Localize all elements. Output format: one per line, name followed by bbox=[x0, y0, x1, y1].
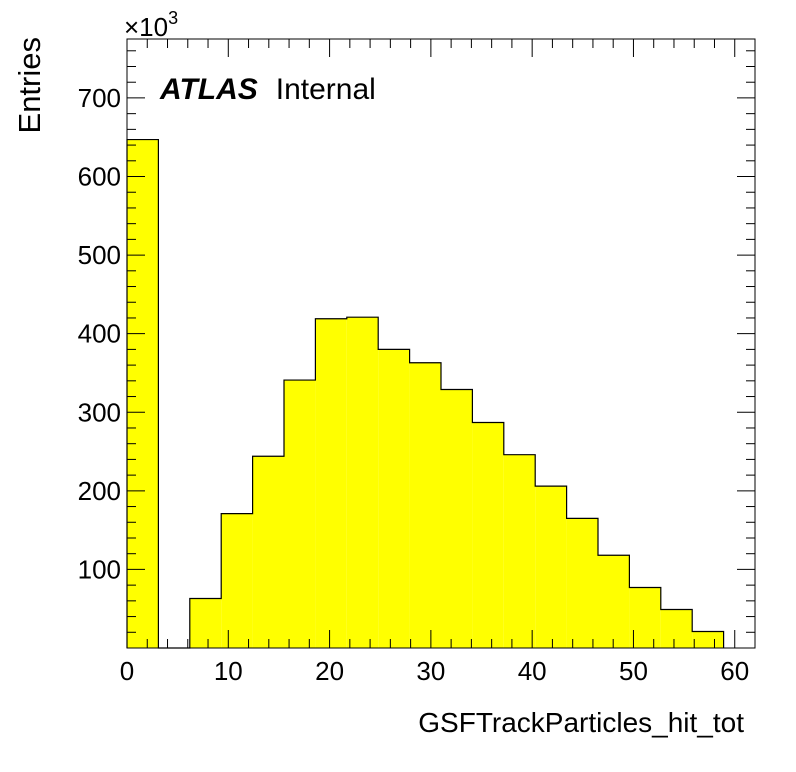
histogram-bar bbox=[503, 454, 536, 648]
histogram-bar bbox=[566, 518, 598, 648]
histogram-bar bbox=[127, 139, 159, 648]
histogram-bar bbox=[346, 317, 379, 648]
histogram-bar bbox=[692, 631, 724, 648]
histogram-bar bbox=[441, 389, 473, 648]
x-tick-label: 40 bbox=[518, 656, 547, 686]
y-multiplier-base: ×10 bbox=[124, 12, 168, 42]
y-axis-multiplier: ×103 bbox=[124, 8, 178, 42]
atlas-label-bold: ATLAS bbox=[159, 73, 258, 106]
x-tick-label: 50 bbox=[619, 656, 648, 686]
histogram-bar bbox=[378, 349, 410, 648]
x-axis-label: GSFTrackParticles_hit_tot bbox=[418, 707, 744, 738]
y-tick-label: 700 bbox=[78, 83, 121, 113]
x-tick-label: 10 bbox=[214, 656, 243, 686]
x-tick-label: 30 bbox=[416, 656, 445, 686]
histogram-bar bbox=[535, 486, 567, 648]
y-multiplier-exponent: 3 bbox=[168, 8, 178, 28]
atlas-label: ATLAS Internal bbox=[159, 73, 376, 106]
x-tick-label: 20 bbox=[315, 656, 344, 686]
histogram-bar bbox=[629, 587, 661, 648]
histogram-bar bbox=[598, 555, 630, 648]
y-tick-label: 400 bbox=[78, 319, 121, 349]
atlas-label-internal: Internal bbox=[276, 73, 376, 106]
histogram-bars bbox=[126, 138, 725, 649]
histogram-bar bbox=[315, 318, 347, 648]
axis-tick-labels: 0 10 20 30 40 50 60 100 200 300 400 500 600 700 bbox=[78, 83, 750, 686]
y-axis-label: Entries bbox=[12, 37, 47, 133]
histogram-bar bbox=[409, 362, 441, 648]
y-tick-label: 100 bbox=[78, 554, 121, 584]
y-tick-label: 500 bbox=[78, 240, 121, 270]
x-tick-label: 0 bbox=[120, 656, 134, 686]
histogram-bar bbox=[284, 380, 316, 648]
y-tick-label: 200 bbox=[78, 476, 121, 506]
y-tick-label: 300 bbox=[78, 397, 121, 427]
histogram-bar bbox=[221, 513, 253, 648]
x-tick-label: 60 bbox=[720, 656, 749, 686]
histogram-outline bbox=[126, 138, 725, 649]
histogram-bar bbox=[189, 598, 222, 648]
plot-frame bbox=[126, 38, 756, 649]
histogram-bar bbox=[472, 422, 504, 648]
histogram-bar bbox=[660, 609, 693, 648]
y-tick-label: 600 bbox=[78, 162, 121, 192]
axis-ticks bbox=[126, 39, 756, 648]
histogram-bar bbox=[252, 456, 284, 648]
